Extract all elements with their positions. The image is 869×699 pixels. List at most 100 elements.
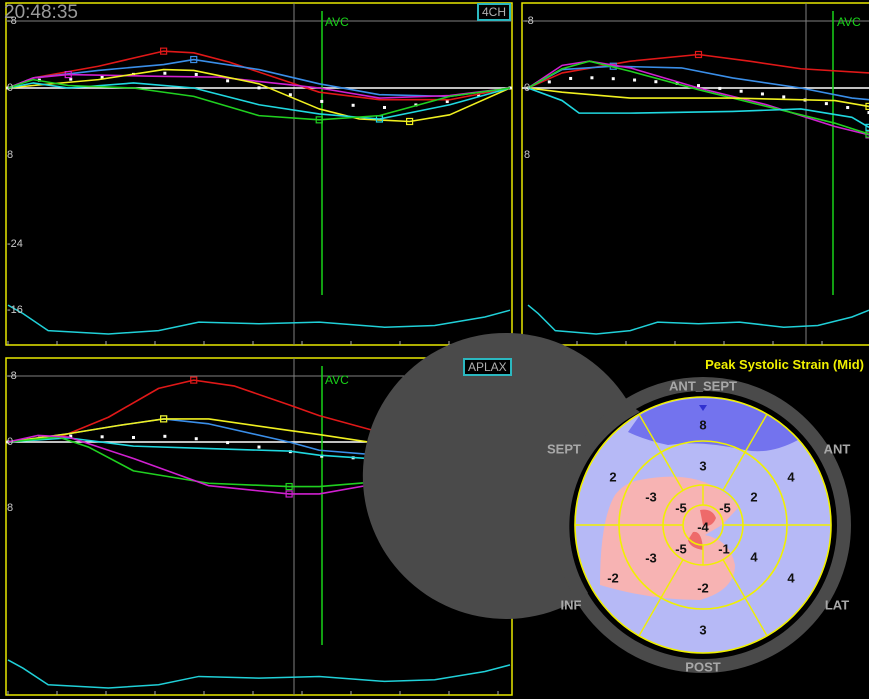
average-strain-point [547, 80, 551, 84]
average-strain-point [718, 86, 722, 90]
segment-value[interactable]: -3 [645, 489, 657, 505]
average-strain-point [194, 72, 198, 76]
ecg-trace [7, 659, 511, 689]
strain-curve-cyan [7, 82, 511, 120]
average-strain-point [163, 71, 167, 75]
y-tick-label: -16 [7, 304, 23, 316]
wall-label-post: POST [685, 659, 721, 675]
average-strain-point [69, 434, 73, 438]
segment-value[interactable]: -4 [697, 519, 709, 535]
view-tag-aplax[interactable]: APLAX [463, 358, 512, 376]
average-strain-point [569, 76, 573, 80]
bullseye-title: Peak Systolic Strain (Mid) [705, 357, 864, 372]
y-tick-label: -8 [7, 15, 17, 27]
average-strain-point [100, 435, 104, 439]
bullseye-ring [555, 377, 851, 673]
y-tick-label: -24 [7, 238, 23, 250]
peak-marker-red [160, 47, 168, 55]
segment-value[interactable]: 4 [787, 570, 795, 586]
y-tick-label: 0 [524, 82, 531, 94]
average-strain-point [288, 93, 292, 97]
avc-label: AVC [325, 15, 349, 29]
peak-marker-yellow [865, 102, 869, 111]
peak-marker-green [865, 130, 869, 138]
ecg-trace [527, 304, 869, 335]
average-strain-point [257, 445, 261, 449]
average-strain-point [697, 84, 700, 88]
average-strain-point [760, 92, 764, 96]
negative-strain-region [600, 476, 738, 600]
segment-value[interactable]: -2 [607, 570, 619, 586]
strain-curve-red [7, 50, 511, 101]
average-strain-point [257, 86, 261, 90]
wall-label-lat: LAT [824, 597, 850, 613]
panel-frame [521, 2, 869, 346]
avc-label: AVC [325, 373, 349, 387]
peak-marker-green [315, 116, 323, 124]
peak-pointer-icon [699, 405, 707, 411]
average-strain-point [226, 441, 230, 445]
segment-value[interactable]: 3 [699, 458, 707, 474]
positive-strain-region [628, 398, 798, 452]
strain-curve-yellow [7, 68, 511, 123]
wall-label-sept: SEPT [547, 441, 581, 457]
view-tag-4ch[interactable]: 4CH [477, 3, 512, 21]
average-strain-point [782, 95, 786, 99]
wall-label-inf: INF [560, 597, 582, 613]
segment-divider [722, 559, 768, 637]
segment-value[interactable]: -5 [675, 541, 687, 557]
peak-marker-green [285, 482, 293, 491]
peak-marker-magenta [285, 490, 293, 498]
segment-value[interactable]: 4 [750, 549, 758, 565]
segment-divider [722, 413, 768, 491]
segment-value[interactable]: 4 [787, 469, 795, 485]
average-strain-point [100, 75, 104, 79]
wall-label-ant: ANT [823, 441, 851, 457]
y-tick-label: 8 [7, 502, 14, 514]
strain-curve-cyan [527, 87, 869, 129]
strain-curve-green [7, 78, 511, 121]
segment-value[interactable]: 2 [750, 489, 758, 505]
average-strain-point [633, 78, 637, 82]
segment-value[interactable]: -2 [697, 580, 709, 596]
average-strain-point [163, 434, 167, 438]
segment-value[interactable]: -1 [718, 541, 730, 557]
y-tick-label: 8 [524, 149, 531, 161]
segment-value[interactable]: 2 [609, 469, 617, 485]
segment-value[interactable]: -5 [675, 500, 687, 516]
segment-value[interactable]: -5 [719, 500, 731, 516]
segment-value[interactable]: -3 [645, 550, 657, 566]
y-tick-label: 8 [7, 149, 14, 161]
average-strain-point [590, 76, 594, 80]
strain-curve-green [527, 60, 869, 135]
average-strain-point [739, 89, 743, 93]
peak-marker-red [190, 376, 198, 384]
strain-curve-blue [7, 58, 511, 98]
average-strain-point [351, 103, 355, 107]
average-strain-point [69, 77, 73, 81]
average-strain-point [824, 102, 828, 106]
strain-curve-magenta [527, 60, 869, 136]
peak-marker-cyan [865, 123, 869, 131]
peak-marker-blue [190, 55, 198, 64]
average-strain-point [445, 100, 449, 104]
average-strain-point [383, 105, 386, 109]
average-strain-point [320, 99, 324, 103]
peak-negative-region [688, 509, 716, 550]
peak-marker-yellow [406, 117, 414, 126]
segment-divider [638, 559, 684, 637]
strain-curve-blue [527, 65, 869, 101]
segment-value[interactable]: 8 [699, 417, 707, 433]
avc-label: AVC [837, 15, 861, 29]
y-tick-label: 0 [7, 436, 14, 448]
average-strain-point [654, 80, 658, 84]
strain-curve-red [527, 53, 869, 89]
strain-curve-yellow [527, 87, 869, 108]
average-strain-point [611, 77, 615, 81]
segment-divider [638, 413, 684, 491]
peak-marker-yellow [160, 415, 168, 423]
segment-value[interactable]: 3 [699, 622, 707, 638]
peak-marker-red [694, 50, 703, 59]
y-tick-label: -8 [524, 15, 534, 27]
